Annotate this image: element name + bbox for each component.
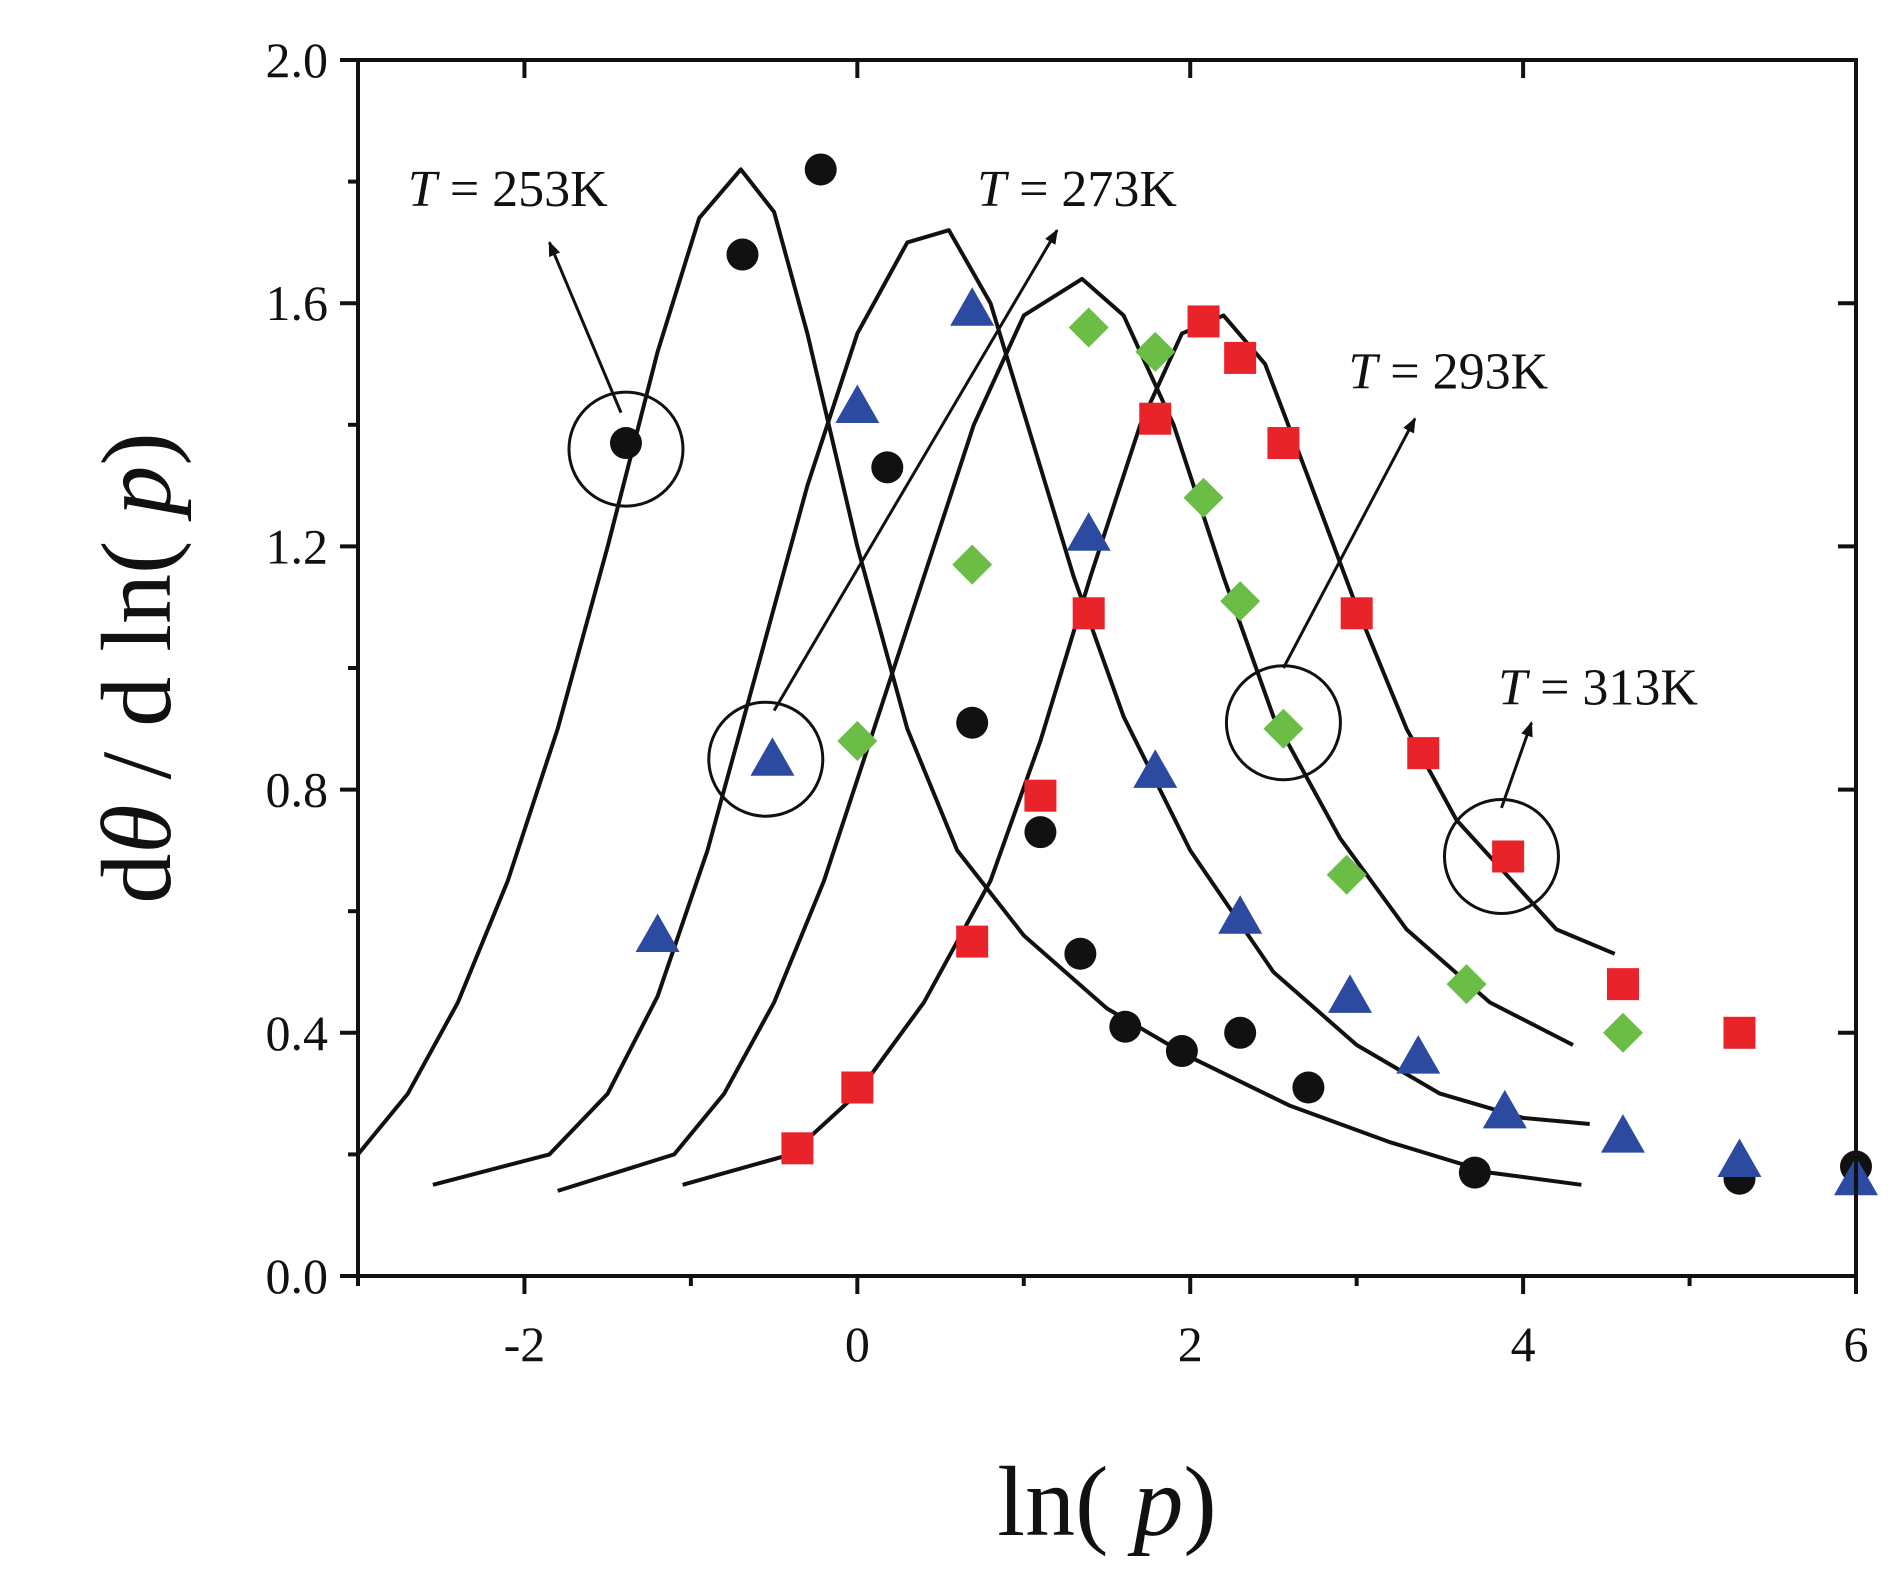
x-axis-title-part: p [1108, 1446, 1183, 1557]
label-273K-circle [707, 700, 825, 818]
point-triangle [1396, 1035, 1441, 1074]
annotation-var: T [1348, 343, 1380, 400]
y-axis-title-part: θ [81, 805, 192, 854]
label-313K-text: T = 313K [1498, 659, 1698, 716]
label-273K-arrow [772, 228, 1059, 712]
label-253K-circle [567, 390, 685, 508]
y-tick-label: 1.6 [266, 275, 329, 331]
point-triangle [1328, 974, 1373, 1013]
x-tick-label: 4 [1511, 1316, 1536, 1372]
annotation-var: T [977, 161, 1009, 218]
x-tick-label: -2 [504, 1316, 546, 1372]
label-293K-text: T = 293K [1348, 343, 1548, 400]
y-axis-title-part: d [81, 854, 192, 904]
x-tick-label: 6 [1844, 1316, 1869, 1372]
point-circle [871, 451, 904, 484]
point-circle [1024, 816, 1057, 849]
point-square [841, 1071, 874, 1104]
point-circle [1458, 1156, 1491, 1189]
x-axis-title-part: ) [1183, 1446, 1216, 1557]
point-triangle [1717, 1138, 1762, 1177]
series-t-313k [781, 305, 1756, 1165]
point-triangle [1133, 749, 1178, 788]
fit-curves [356, 167, 1616, 1193]
data-points [609, 153, 1878, 1196]
x-tick-label: 0 [845, 1316, 870, 1372]
y-tick-label: 1.2 [266, 518, 329, 574]
series-t-293k [837, 307, 1643, 1053]
point-diamond [1220, 581, 1261, 622]
point-square [956, 925, 989, 958]
annotation-value: = 293K [1377, 343, 1548, 400]
point-triangle [1218, 895, 1263, 934]
axes: -2 0 2 4 6 0.0 0.4 0.8 1.2 1.6 2.0 [266, 32, 1869, 1372]
point-diamond [1183, 477, 1224, 518]
point-circle [1292, 1071, 1325, 1104]
point-square [1139, 402, 1172, 435]
y-axis-title-part: p [81, 466, 192, 541]
point-circle [1224, 1016, 1257, 1049]
point-circle [1109, 1010, 1142, 1043]
point-square [1723, 1016, 1756, 1049]
point-triangle [950, 287, 995, 326]
annotation-var: T [1498, 659, 1530, 716]
annotation-var: T [408, 161, 440, 218]
y-tick-label: 0.0 [266, 1248, 329, 1304]
annotation-value: = 253K [437, 161, 608, 218]
fit-293K [557, 276, 1574, 1193]
point-diamond [1446, 964, 1487, 1005]
point-square [1024, 779, 1057, 812]
point-diamond [1602, 1012, 1643, 1053]
y-axis-title-part: / d ln( [81, 541, 192, 805]
point-circle [609, 427, 642, 460]
point-triangle [1600, 1114, 1645, 1153]
y-tick-label: 0.8 [266, 762, 329, 818]
label-313K-arrow [1500, 721, 1533, 809]
point-square [1492, 840, 1525, 873]
point-square [1606, 968, 1639, 1001]
point-square [1187, 305, 1220, 338]
point-square [1072, 597, 1105, 630]
y-tick-label: 2.0 [266, 32, 329, 88]
y-tick-label: 0.4 [266, 1005, 329, 1061]
point-square [1267, 427, 1300, 460]
label-313K-circle [1442, 797, 1560, 915]
annotation-value: = 313K [1527, 659, 1698, 716]
point-circle [1165, 1035, 1198, 1068]
label-253K-text: T = 253K [408, 161, 608, 218]
point-triangle [835, 384, 880, 424]
point-circle [956, 706, 989, 739]
point-triangle [750, 737, 795, 776]
x-axis-title-part: ln( [997, 1446, 1108, 1557]
point-square [1407, 737, 1440, 770]
point-circle [1064, 937, 1097, 970]
point-triangle [1482, 1089, 1527, 1129]
point-diamond [837, 720, 878, 761]
point-square [1340, 597, 1373, 630]
label-273K-text: T = 273K [977, 161, 1177, 218]
point-square [781, 1132, 814, 1165]
x-axis-title: ln( p) [997, 1446, 1216, 1557]
annotation-value: = 273K [1006, 161, 1177, 218]
point-diamond [1263, 708, 1304, 749]
point-circle [726, 238, 759, 271]
fit-253K [356, 167, 1582, 1187]
fit-273K [432, 228, 1590, 1187]
point-triangle [635, 913, 680, 953]
point-diamond [1326, 854, 1367, 895]
point-triangle [1066, 512, 1111, 551]
point-circle [804, 153, 837, 186]
y-axis-title-part: ) [81, 432, 192, 465]
y-axis-title: dθ / d ln( p) [81, 432, 192, 903]
point-diamond [1068, 307, 1109, 348]
point-diamond [952, 544, 993, 585]
point-square [1224, 341, 1257, 374]
point-diamond [1135, 331, 1176, 372]
label-253K-arrow [548, 241, 623, 414]
x-tick-label: 2 [1178, 1316, 1203, 1372]
series-t-273k [635, 287, 1878, 1196]
label-293K-arrow [1282, 417, 1417, 669]
